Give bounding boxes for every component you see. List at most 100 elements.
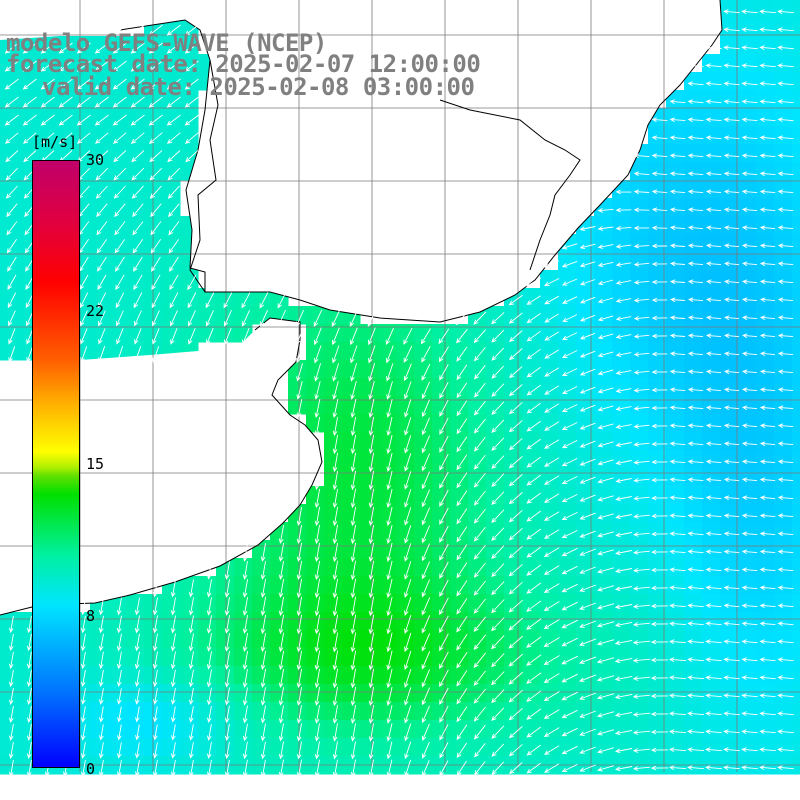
wind-arrow <box>152 310 160 327</box>
wind-speed-cell <box>774 396 793 415</box>
wind-speed-cell <box>126 594 145 613</box>
wind-arrow <box>473 562 486 578</box>
wind-arrow <box>651 477 668 483</box>
wind-arrow <box>421 705 430 724</box>
wind-arrow <box>473 688 486 704</box>
wind-arrow <box>314 524 321 545</box>
wind-speed-cell <box>576 414 595 433</box>
wind-arrow <box>439 669 449 688</box>
wind-arrow <box>40 78 55 90</box>
wind-arrow <box>367 327 376 346</box>
wind-arrow <box>313 327 322 346</box>
wind-arrow <box>332 596 339 617</box>
wind-arrow <box>132 221 144 236</box>
wind-arrow <box>759 261 776 267</box>
wind-speed-cell <box>378 540 397 559</box>
wind-arrow <box>474 761 486 776</box>
wind-arrow <box>296 506 303 527</box>
wind-speed-cell <box>648 306 667 325</box>
wind-speed-cell <box>594 558 613 577</box>
wind-arrow <box>112 42 127 54</box>
wind-speed-cell <box>612 684 631 703</box>
wind-speed-cell <box>54 36 73 55</box>
wind-arrow <box>386 470 393 490</box>
wind-arrow <box>526 348 541 360</box>
wind-arrow <box>439 399 449 417</box>
wind-arrow <box>295 327 304 346</box>
wind-speed-cell <box>450 396 469 415</box>
wind-speed-cell <box>702 702 721 721</box>
wind-speed-cell <box>594 342 613 361</box>
wind-arrow <box>278 650 285 671</box>
wind-arrow <box>615 262 632 267</box>
wind-arrow <box>651 279 668 285</box>
wind-speed-cell <box>90 36 109 55</box>
wind-speed-cell <box>252 702 271 721</box>
wind-speed-cell <box>126 288 145 307</box>
wind-arrow <box>759 99 776 104</box>
wind-speed-cell <box>720 720 739 739</box>
wind-arrow <box>526 384 541 396</box>
wind-arrow <box>543 260 560 268</box>
wind-speed-cell <box>378 504 397 523</box>
wind-arrow <box>741 243 758 249</box>
wind-arrow <box>526 456 541 468</box>
wind-speed-cell <box>792 720 800 739</box>
wind-arrow <box>705 639 722 644</box>
wind-arrow <box>350 488 357 509</box>
wind-arrow <box>97 256 107 272</box>
wind-arrow <box>4 60 19 72</box>
wind-speed-cell <box>162 198 181 217</box>
wind-arrow <box>777 81 794 86</box>
wind-speed-cell <box>360 540 379 559</box>
wind-speed-cell <box>756 0 775 19</box>
wind-arrow <box>166 60 181 72</box>
wind-speed-cell <box>720 288 739 307</box>
wind-arrow <box>456 472 468 489</box>
wind-arrow <box>526 295 541 305</box>
wind-speed-cell <box>612 432 631 451</box>
wind-speed-cell <box>774 414 793 433</box>
wind-arrow <box>687 531 704 537</box>
wind-arrow <box>544 295 560 305</box>
wind-speed-cell <box>162 738 181 757</box>
wind-speed-cell <box>738 504 757 523</box>
wind-speed-cell <box>288 612 307 631</box>
wind-speed-cell <box>126 126 145 145</box>
wind-arrow <box>669 99 686 105</box>
wind-arrow <box>723 9 740 14</box>
wind-arrow <box>350 560 357 581</box>
wind-arrow <box>759 63 776 68</box>
wind-arrow <box>421 633 431 652</box>
wind-arrow <box>7 292 17 309</box>
wind-speed-cell <box>558 396 577 415</box>
wind-speed-cell <box>18 198 37 217</box>
wind-arrow <box>241 292 251 309</box>
wind-speed-cell <box>414 684 433 703</box>
wind-arrow <box>687 621 704 626</box>
wind-arrow <box>420 328 431 345</box>
wind-speed-cell <box>486 720 505 739</box>
wind-speed-cell <box>324 342 343 361</box>
wind-speed-cell <box>270 630 289 649</box>
wind-speed-cell <box>792 90 800 109</box>
wind-speed-cell <box>594 522 613 541</box>
wind-arrow <box>152 742 158 759</box>
wind-arrow <box>332 416 339 437</box>
wind-speed-cell <box>396 342 415 361</box>
wind-arrow <box>777 729 794 734</box>
wind-arrow <box>491 617 505 632</box>
wind-speed-cell <box>666 576 685 595</box>
wind-arrow <box>242 723 248 742</box>
wind-arrow <box>314 578 321 599</box>
wind-speed-cell <box>108 144 127 163</box>
wind-speed-cell <box>684 450 703 469</box>
wind-speed-cell <box>342 666 361 685</box>
wind-arrow <box>130 96 145 108</box>
wind-arrow <box>404 668 412 688</box>
wind-arrow <box>350 506 357 527</box>
wind-speed-cell <box>342 648 361 667</box>
wind-arrow <box>386 741 393 760</box>
wind-speed-cell <box>756 612 775 631</box>
wind-arrow <box>26 724 32 741</box>
